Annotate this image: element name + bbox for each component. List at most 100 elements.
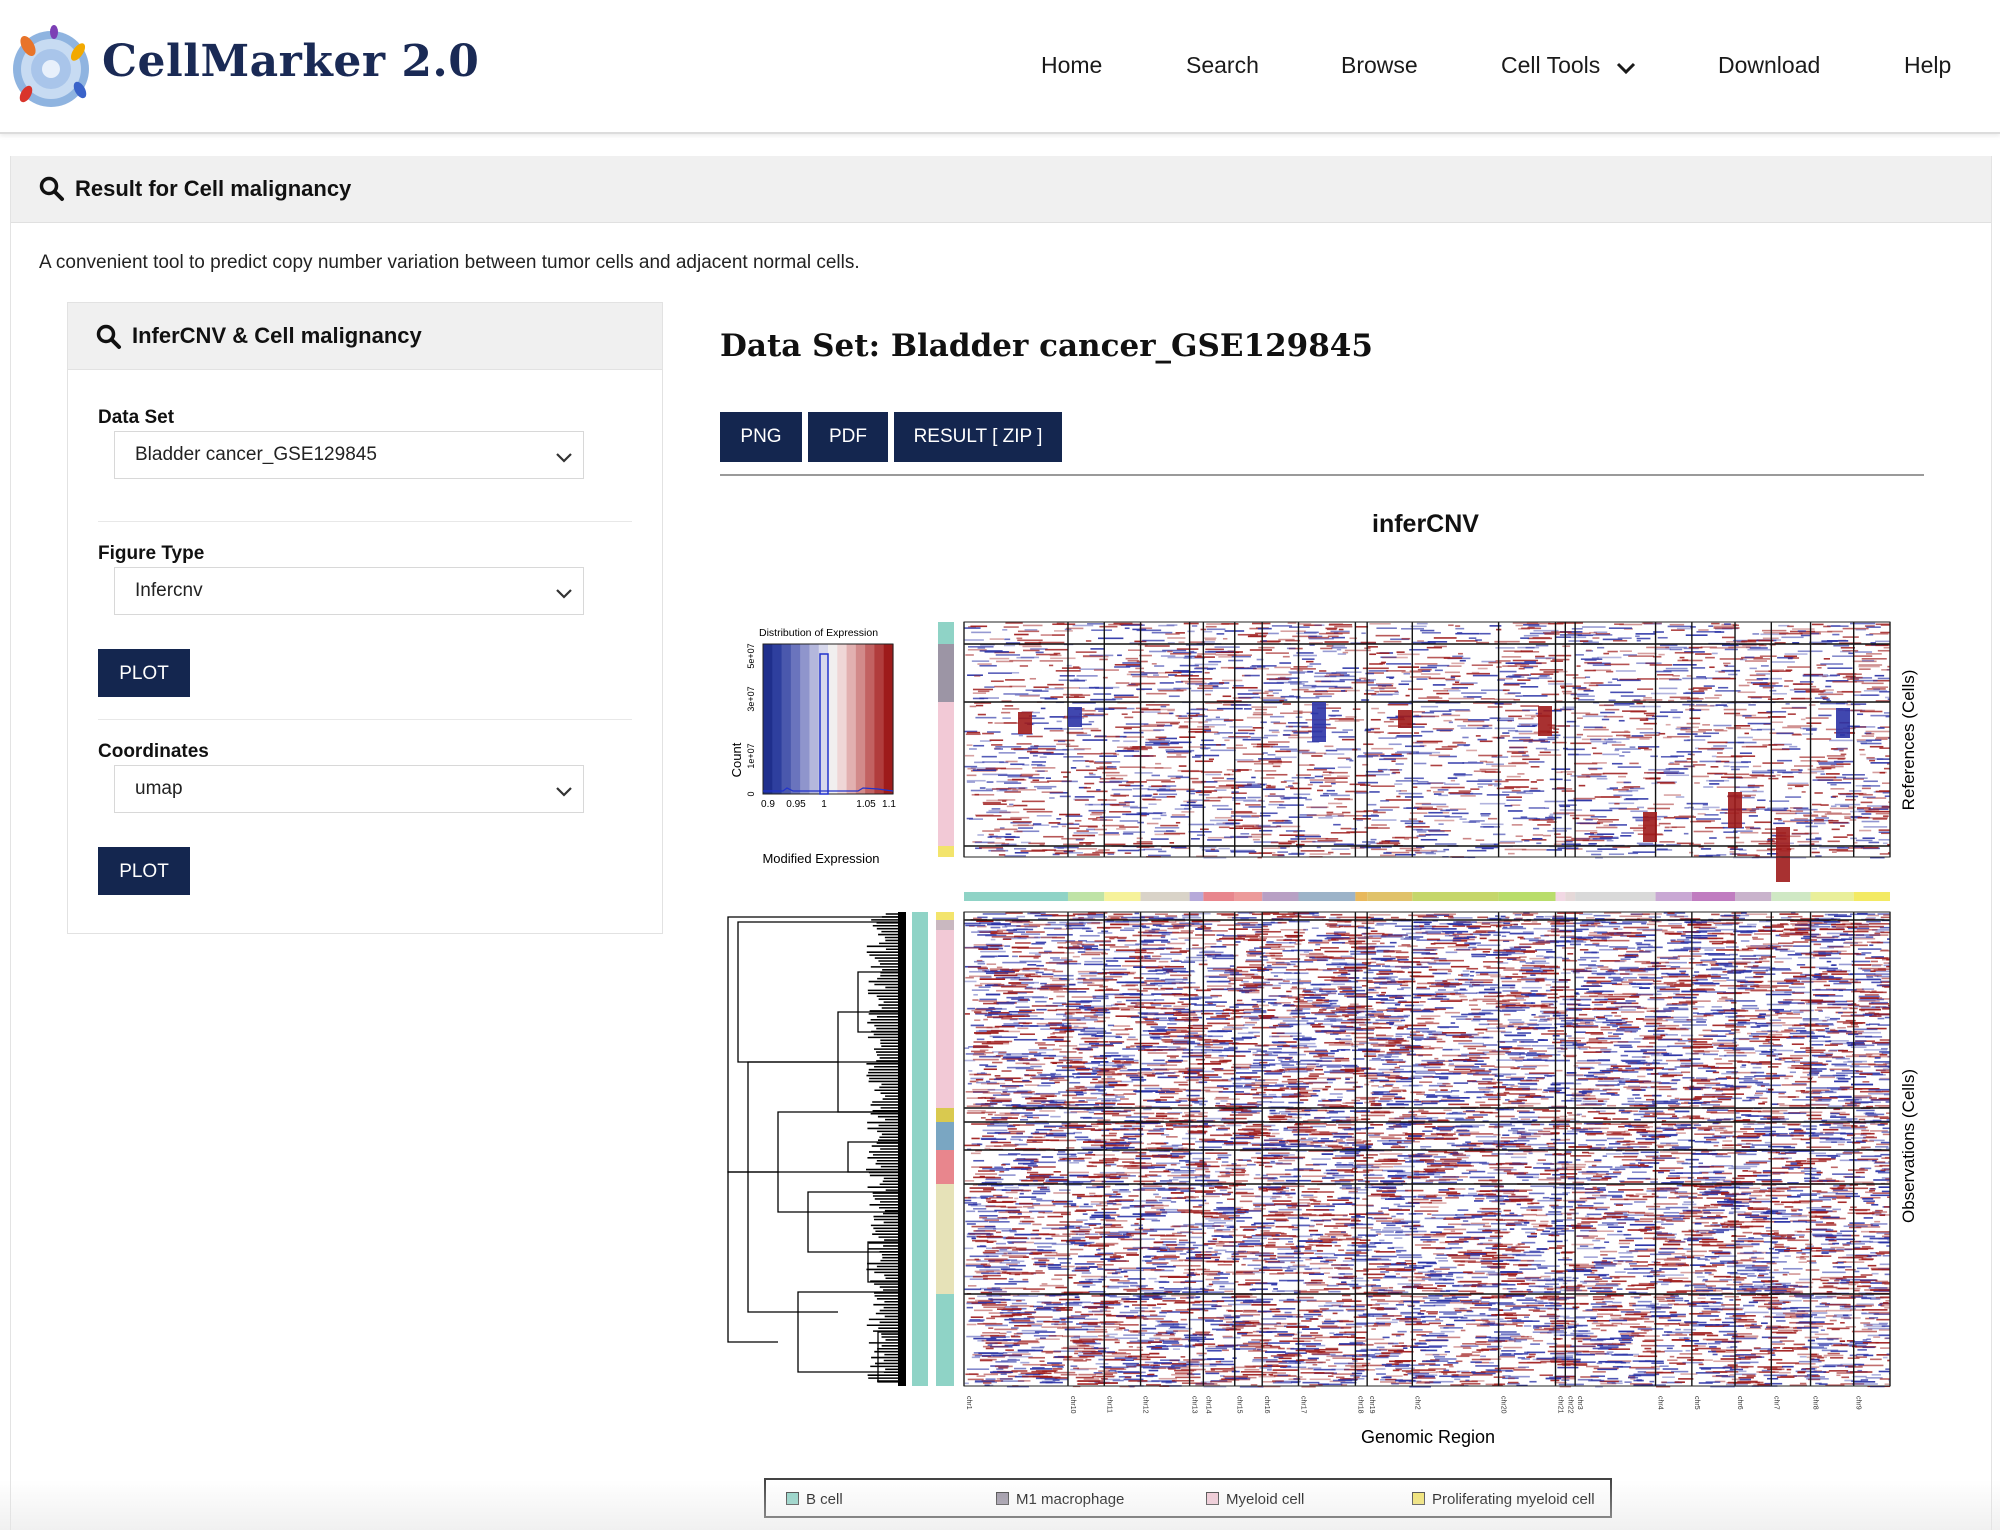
nav-cell-tools[interactable]: Cell Tools (1501, 52, 1636, 81)
heatmap-segment (1013, 804, 1028, 807)
pdf-download-button[interactable]: PDF (808, 412, 888, 462)
coordinates-select[interactable]: umap (114, 765, 584, 813)
heatmap-segment (1411, 1338, 1416, 1341)
heatmap-segment (1304, 834, 1320, 836)
heatmap-segment (1623, 786, 1641, 788)
heatmap-segment (1823, 658, 1830, 660)
heatmap-segment (1186, 790, 1202, 792)
heatmap-segment (1162, 649, 1187, 652)
plot-button[interactable]: PLOT (98, 649, 190, 697)
heatmap-segment (1773, 1232, 1779, 1234)
heatmap-segment (1078, 786, 1088, 789)
heatmap-segment (1374, 731, 1381, 734)
nav-search[interactable]: Search (1186, 52, 1259, 78)
heatmap-segment (1437, 1125, 1463, 1128)
nav-help[interactable]: Help (1904, 52, 1952, 78)
heatmap-segment (1357, 937, 1382, 940)
heatmap-segment (1608, 738, 1630, 740)
dataset-select[interactable]: Bladder cancer_GSE129845 (114, 431, 584, 479)
heatmap-segment (1677, 733, 1698, 735)
heatmap-segment (1113, 622, 1133, 625)
heatmap-segment (1488, 784, 1493, 787)
plot-coordinates-button[interactable]: PLOT (98, 847, 190, 895)
heatmap-segment (1875, 640, 1890, 643)
heatmap-segment (1463, 696, 1482, 698)
heatmap-segment (1438, 794, 1449, 797)
heatmap-segment (1102, 676, 1108, 679)
heatmap-segment (1012, 778, 1025, 781)
heatmap-segment (1596, 822, 1604, 824)
heatmap-segment (1212, 804, 1229, 807)
heatmap-segment (1529, 739, 1546, 742)
heatmap-segment (1592, 752, 1603, 755)
heatmap-segment (1639, 731, 1661, 734)
brand-title[interactable]: CellMarker 2.0 (102, 36, 480, 87)
heatmap-segment (1586, 850, 1603, 853)
heatmap-segment (1465, 793, 1483, 795)
heatmap-segment (1208, 1247, 1213, 1250)
heatmap-segment (1532, 834, 1544, 836)
heatmap-segment (1433, 793, 1442, 795)
heatmap-segment (994, 748, 1004, 750)
dendrogram-branch (727, 916, 904, 1173)
heatmap-segment (1049, 1132, 1075, 1135)
heatmap-segment (1510, 755, 1530, 758)
heatmap-segment (1243, 800, 1265, 802)
heatmap-segment (1227, 654, 1252, 656)
heatmap-segment (1715, 704, 1727, 706)
heatmap-segment (1596, 826, 1618, 829)
heatmap-segment (1386, 1010, 1401, 1012)
result-zip-button[interactable]: RESULT [ ZIP ] (894, 412, 1062, 462)
heatmap-segment (1530, 781, 1538, 783)
heatmap-segment (1501, 656, 1522, 658)
heatmap-segment (1612, 639, 1628, 642)
heatmap-segment (1174, 675, 1199, 677)
heatmap-segment (1417, 668, 1432, 671)
heatmap-segment (1644, 734, 1660, 736)
nav-browse[interactable]: Browse (1341, 52, 1418, 78)
heatmap-segment (1503, 650, 1523, 652)
reference-annotation-segment (938, 846, 954, 857)
heatmap-segment (1846, 792, 1867, 795)
heatmap-segment (1613, 794, 1633, 797)
cellmarker-logo-icon[interactable] (8, 24, 94, 110)
heatmap-segment (1160, 655, 1176, 657)
heatmap-segment (1146, 692, 1167, 695)
heatmap-segment (984, 1249, 999, 1252)
heatmap-segment (1687, 753, 1693, 756)
heatmap-segment (1041, 1101, 1046, 1104)
heatmap-segment (1802, 733, 1813, 735)
heatmap-segment (1795, 1363, 1816, 1365)
heatmap-segment (1217, 732, 1233, 734)
heatmap-segment (1300, 1089, 1317, 1092)
heatmap-segment (1762, 1101, 1768, 1103)
nav-download[interactable]: Download (1718, 52, 1821, 78)
heatmap-segment (1053, 846, 1079, 849)
heatmap-segment (1503, 683, 1520, 686)
heatmap-segment (1369, 663, 1383, 665)
heatmap-segment (1544, 633, 1560, 635)
nav-home[interactable]: Home (1041, 52, 1103, 78)
heatmap-segment (1329, 771, 1348, 774)
heatmap-segment (1165, 978, 1183, 981)
heatmap-segment (1479, 768, 1500, 771)
heatmap-segment (1432, 684, 1446, 686)
figure-type-select[interactable]: Infercnv (114, 567, 584, 615)
chevron-down-icon (555, 584, 573, 606)
heatmap-segment (1406, 752, 1412, 755)
heatmap-segment (1632, 851, 1656, 853)
heatmap-segment (1252, 692, 1269, 694)
heatmap-segment (1051, 825, 1059, 828)
heatmap-segment (1672, 1115, 1678, 1118)
heatmap-segment (1285, 786, 1295, 788)
png-download-button[interactable]: PNG (720, 412, 802, 462)
heatmap-segment (1322, 771, 1332, 774)
heatmap-segment (1545, 657, 1551, 660)
heatmap-segment (1589, 1047, 1608, 1049)
heatmap-segment (1515, 786, 1521, 789)
heatmap-segment (1811, 851, 1820, 854)
heatmap-segment (1551, 768, 1571, 770)
heatmap-segment (1696, 676, 1706, 678)
heatmap-segment (1362, 763, 1369, 766)
heatmap-segment (1416, 740, 1443, 743)
